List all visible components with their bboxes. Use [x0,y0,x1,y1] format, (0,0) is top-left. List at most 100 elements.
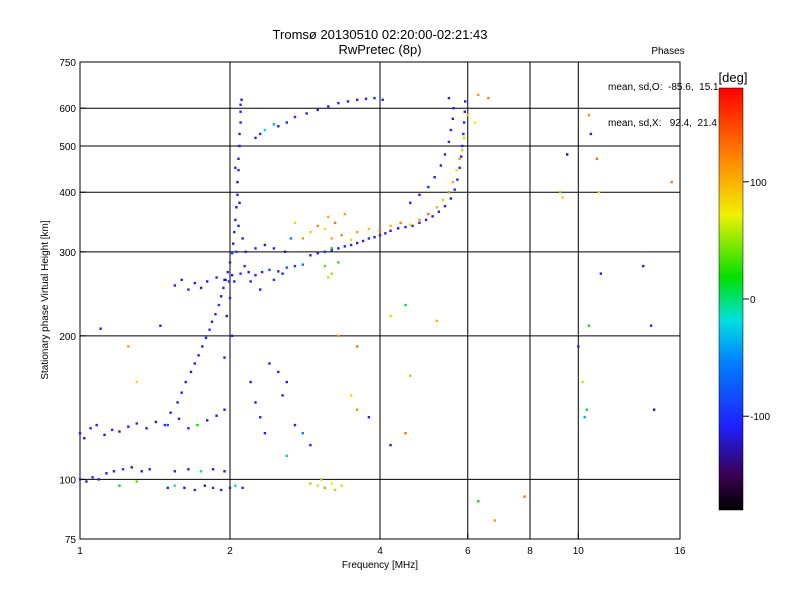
data-point [355,345,359,348]
data-point [597,191,601,194]
data-point [381,98,384,101]
data-point [396,227,400,230]
data-point [78,431,82,435]
data-point [272,123,276,126]
data-point [184,380,187,384]
data-point [595,157,599,161]
data-point [237,168,240,172]
data-point [577,345,580,348]
data-point [234,166,237,170]
data-point [399,221,402,225]
data-point [223,470,226,473]
data-point [285,380,288,384]
data-point [477,500,480,503]
data-point [559,191,562,194]
data-point [427,212,430,216]
data-point [233,280,236,283]
data-point [203,484,206,487]
data-point [327,215,330,219]
data-point [230,252,234,255]
chart-title: Tromsø 20130510 02:20:00-02:21:43 RwPret… [230,27,530,57]
y-tick-label: 200 [59,332,76,343]
data-point [110,428,114,432]
data-point [154,420,158,424]
data-point [173,484,177,487]
data-point [112,470,116,473]
data-points [78,93,673,522]
data-point [234,218,237,222]
data-point [239,103,242,107]
data-point [249,380,252,384]
data-point [193,488,197,492]
data-point [455,168,458,172]
data-point [121,468,125,471]
data-point [163,423,167,427]
data-point [364,97,368,100]
y-tick-label: 600 [59,104,76,115]
data-point [263,431,267,435]
data-point [449,197,453,200]
data-point [243,264,246,268]
y-tick-label: 500 [59,142,76,153]
data-point [159,324,162,327]
data-point [254,247,257,250]
data-point [411,224,414,228]
data-point [301,263,305,266]
data-point [464,100,467,103]
data-point [240,98,243,101]
data-point [441,198,445,202]
data-point [135,422,138,425]
data-point [263,243,267,247]
data-point [581,380,584,384]
data-point [389,229,392,233]
x-tick-label: 1 [77,546,83,557]
data-point [283,250,287,254]
data-point [205,419,209,422]
data-point [230,273,234,277]
data-point [433,176,436,179]
data-point [301,237,305,240]
data-point [211,486,215,490]
data-point [333,221,337,225]
data-point [201,345,204,348]
data-point [277,125,280,128]
data-point [228,261,232,264]
data-point [228,296,232,300]
data-point [140,470,143,473]
data-point [233,230,236,234]
data-point [389,314,392,318]
data-point [103,433,106,437]
data-point [346,100,350,103]
data-point [349,394,353,397]
data-point [343,245,347,248]
data-point [281,394,284,397]
data-point [439,164,443,167]
data-point [461,148,464,152]
data-point [340,484,343,487]
data-point [443,153,447,156]
data-point [587,114,591,117]
data-point [197,354,200,357]
x-tick-label: 4 [377,546,383,557]
data-point [309,230,312,234]
data-point [337,101,340,105]
x-tick-label: 16 [674,546,686,557]
data-point [166,486,169,490]
colorbar-ticks: 100 0 -100 [743,178,770,423]
data-point [589,132,593,136]
data-point [259,288,262,291]
title-line-2: RwPretec (8p) [338,42,422,57]
data-point [236,180,239,184]
data-point [301,431,305,435]
data-point [196,423,199,427]
data-point [254,273,257,277]
grid-lines [80,62,680,539]
data-point [316,484,319,487]
data-point [260,270,264,274]
title-line-1: Tromsø 20130510 02:20:00-02:21:43 [272,27,488,42]
data-point [642,264,645,268]
data-point [330,237,333,240]
data-point [95,423,98,427]
data-point [272,247,276,250]
data-point [463,110,467,113]
